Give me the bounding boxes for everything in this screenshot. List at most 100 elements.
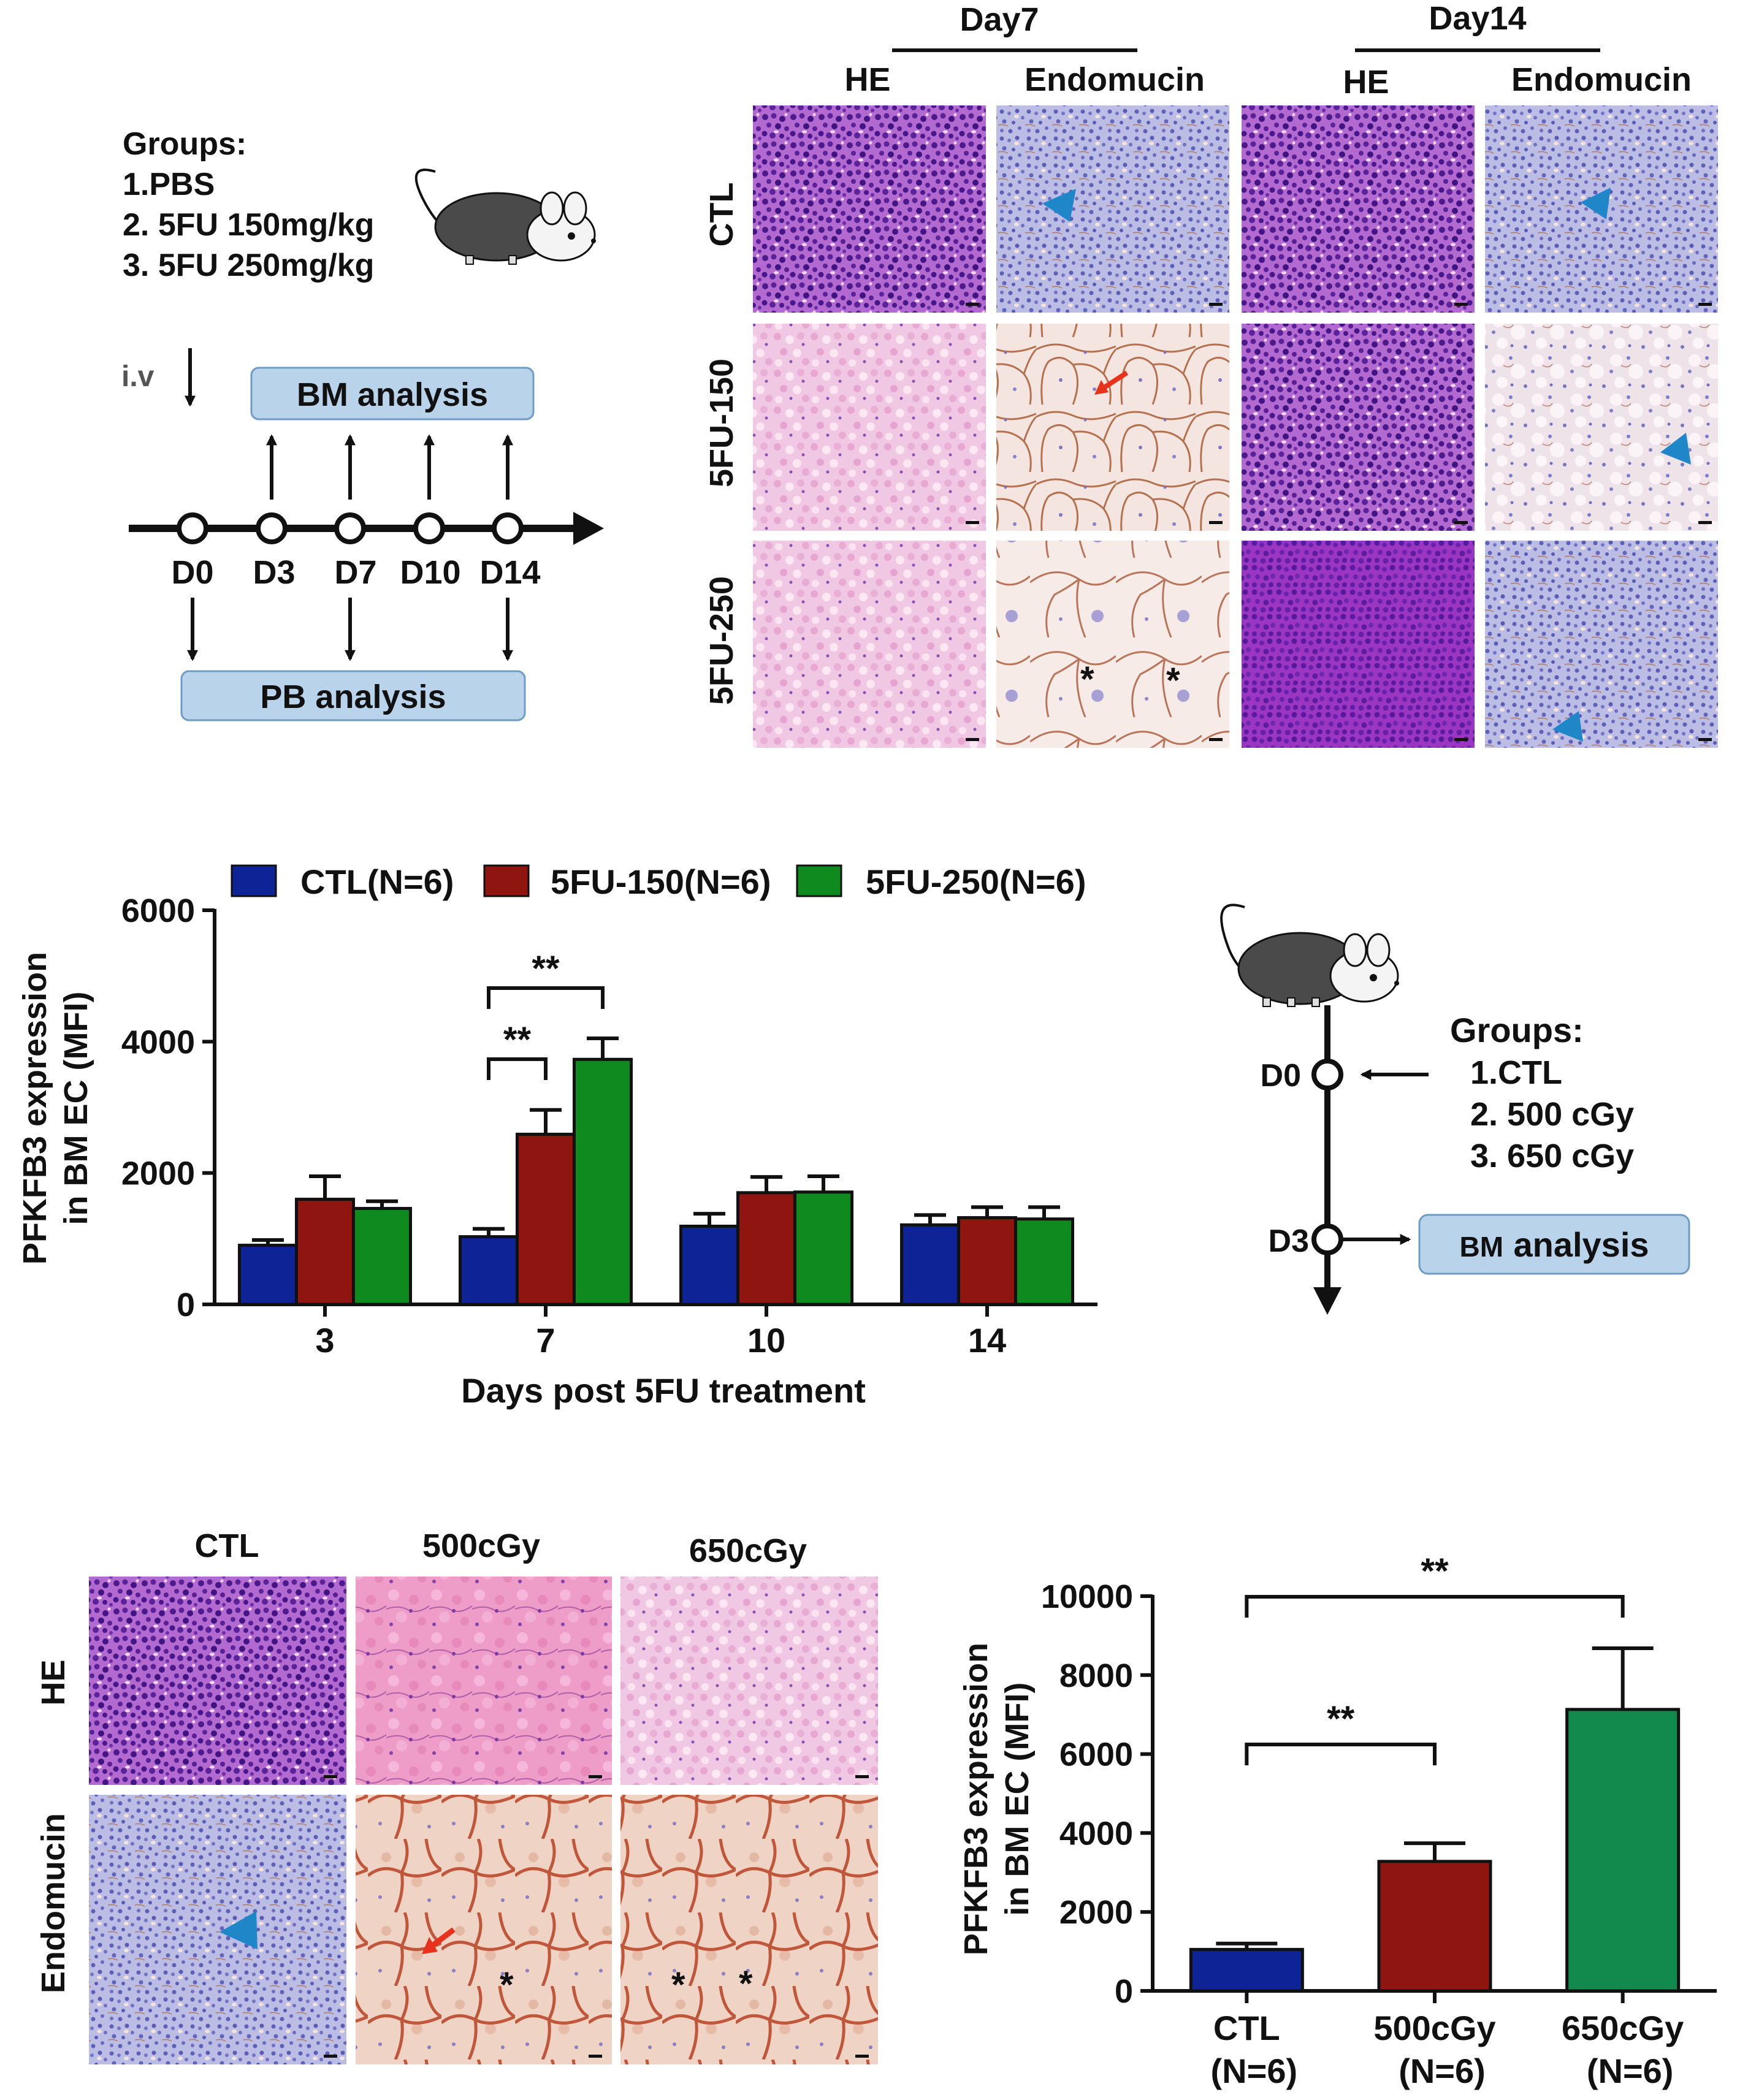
micrograph-he: [1242, 105, 1475, 313]
chart2-x-tick-label: 650cGy: [1562, 2009, 1684, 2047]
mouse-icon: [1220, 904, 1399, 1007]
group-item: 3. 650 cGy: [1470, 1138, 1634, 1174]
chart1-ylabel-line1: PFKFB3 expression: [17, 952, 53, 1265]
chart1-ylabel-line2: in BM EC (MFI): [58, 992, 94, 1225]
bm-analysis-suffix: analysis: [1513, 1225, 1649, 1264]
legend-label: 5FU-250(N=6): [866, 862, 1086, 901]
legend-label: CTL(N=6): [300, 862, 454, 901]
micrograph-endomucin: [1485, 324, 1718, 531]
chart2-x-tick-label: CTL: [1213, 2009, 1280, 2047]
bm-analysis-prefix: BM: [1459, 1231, 1503, 1263]
timeline-arrowhead: [573, 512, 604, 545]
chart1-y-tick-label: 6000: [121, 892, 195, 929]
chart1-legend: CTL(N=6) 5FU-150(N=6) 5FU-250(N=6): [231, 862, 1086, 901]
significance-bracket: [1245, 1743, 1437, 1765]
bar-5fu-150: [516, 1132, 576, 1306]
significance-label: **: [532, 949, 560, 989]
chart2-x-tick-label: (N=6): [1587, 2052, 1674, 2090]
micrograph-he: [753, 324, 986, 531]
group-item: 3. 5FU 250mg/kg: [123, 248, 374, 283]
significance-bracket: [487, 1057, 548, 1080]
timeline-arrowhead: [1313, 1287, 1342, 1315]
column-header: Endomucin: [1511, 61, 1692, 98]
vessel-arrowhead-marker: [1042, 189, 1076, 222]
bm-arrows: [266, 434, 513, 500]
legend-swatch-5fu-150: [483, 864, 530, 897]
bar-5fu-150: [295, 1198, 355, 1306]
bar-5fu-150: [957, 1216, 1017, 1306]
chart2-x-tick-label: (N=6): [1399, 2052, 1486, 2090]
micrograph-endomucin: [996, 105, 1229, 313]
micrograph-endomucin: [620, 1795, 878, 2064]
chart-pfkfb3-5fu: CTL(N=6) 5FU-150(N=6) 5FU-250(N=6) PFKFB…: [17, 862, 1097, 1410]
red-arrow-marker: [422, 1927, 456, 1954]
row-label: HE: [35, 1659, 72, 1705]
chart2-y-tick-label: 8000: [1059, 1657, 1133, 1694]
day-header: Day7: [960, 1, 1039, 38]
pb-arrows: [187, 598, 513, 661]
bm-analysis-label: BM analysis: [1459, 1225, 1649, 1264]
timeline-nodes: [177, 512, 524, 544]
scheme-irradiation: D0 D3 Groups: 1.CTL 2. 500 cGy 3. 650 cG…: [1220, 904, 1690, 1315]
chart1-y-tick-label: 0: [177, 1287, 195, 1323]
column-header: 650cGy: [689, 1532, 807, 1569]
significance-bracket: [487, 986, 605, 1009]
column-header: Endomucin: [1025, 61, 1205, 98]
bar-ctl: [1189, 1947, 1304, 1993]
bm-analysis-box: [1418, 1214, 1690, 1275]
chart1-xlabel: Days post 5FU treatment: [461, 1371, 866, 1410]
significance-bracket: [1245, 1595, 1625, 1618]
iv-label: i.v: [121, 360, 155, 393]
chart2-y-tick-label: 0: [1115, 1973, 1133, 2010]
scheme-5fu: Groups: 1.PBS 2. 5FU 150mg/kg 3. 5FU 250…: [121, 126, 604, 721]
micrograph-he: [89, 1577, 346, 1785]
vessel-arrowhead-marker: [219, 1911, 258, 1949]
significance-label: **: [1421, 1551, 1449, 1591]
row-label: 5FU-250: [703, 576, 740, 705]
bm-analysis-label: BM analysis: [297, 376, 488, 413]
bar-5fu-250: [352, 1207, 412, 1306]
micrograph-he: [356, 1577, 612, 1785]
vessel-arrowhead-marker: [1660, 433, 1691, 465]
group-item: 2. 5FU 150mg/kg: [123, 207, 374, 243]
micrograph-he: [1242, 324, 1475, 531]
mouse-icon: [414, 169, 596, 265]
bar-5fu-250: [573, 1057, 633, 1306]
column-header: HE: [844, 61, 890, 98]
bar-650cgy: [1565, 1708, 1681, 1993]
chart1-y-tick-label: 2000: [121, 1155, 195, 1192]
day-header: Day14: [1429, 0, 1526, 37]
histology-irradiation-grid: CTL 500cGy 650cGy HE Endomucin * * *: [35, 1527, 878, 2064]
vessel-arrowhead-marker: [1581, 188, 1611, 219]
chart2-ylabel-line2: in BM EC (MFI): [999, 1683, 1036, 1916]
bar-5fu-250: [1014, 1217, 1074, 1306]
scale-bars: [966, 303, 1712, 741]
chart2-y-tick-label: 2000: [1059, 1894, 1133, 1931]
day-label: D7: [334, 554, 376, 591]
group-item: 1.CTL: [1470, 1054, 1562, 1091]
day-label: D3: [253, 554, 295, 591]
group-item: 2. 500 cGy: [1470, 1096, 1634, 1133]
pb-analysis-label: PB analysis: [260, 679, 446, 715]
chart-pfkfb3-irradiation: PFKFB3 expression in BM EC (MFI) 0 2000 40…: [958, 1551, 1717, 2090]
row-label: Endomucin: [35, 1813, 72, 1993]
micrograph-endomucin: [996, 324, 1229, 531]
micrograph-he: [753, 541, 986, 748]
chart2-y-tick-label: 6000: [1059, 1737, 1133, 1773]
day-label: D0: [1261, 1058, 1301, 1094]
legend-label: 5FU-150(N=6): [551, 862, 771, 901]
micrograph-endomucin: [1485, 541, 1718, 748]
chart2-ylabel-line1: PFKFB3 expression: [958, 1643, 994, 1955]
bar-ctl: [238, 1244, 298, 1306]
chart2-x-tick-label: 500cGy: [1373, 2009, 1495, 2047]
timeline-node: [1311, 1059, 1343, 1090]
red-arrow-marker: [1094, 370, 1129, 395]
asterisk-marker: *: [671, 1965, 685, 2005]
micrograph-he: [1242, 541, 1475, 748]
asterisk-marker: *: [1080, 660, 1094, 699]
significance-label: **: [503, 1020, 532, 1060]
chart1-x-tick-label: 7: [536, 1321, 555, 1360]
chart2-y-tick-label: 10000: [1041, 1578, 1133, 1615]
asterisk-marker: *: [739, 1964, 753, 2004]
column-header: 500cGy: [422, 1527, 540, 1564]
